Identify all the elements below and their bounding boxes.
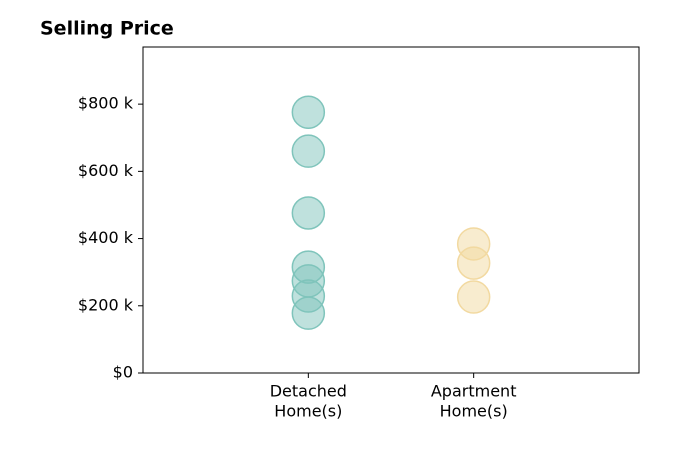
x-tick-label: Apartment [431, 382, 517, 401]
y-tick-label: $400 k [78, 228, 134, 247]
point [456, 280, 491, 314]
y-tick-label: $200 k [78, 295, 134, 314]
y-tick-label: $0 [113, 363, 133, 382]
point [291, 196, 326, 230]
y-tick-label: $800 k [78, 94, 134, 113]
y-tick-label: $600 k [78, 161, 134, 180]
point [291, 95, 326, 129]
point [291, 134, 326, 168]
x-tick-label: Home(s) [440, 402, 508, 421]
chart-title: Selling Price [40, 18, 174, 40]
x-tick-label: Detached [270, 382, 347, 401]
plot-frame [142, 46, 640, 374]
point [456, 246, 491, 280]
x-tick-label: Home(s) [274, 402, 342, 421]
point [291, 296, 326, 330]
